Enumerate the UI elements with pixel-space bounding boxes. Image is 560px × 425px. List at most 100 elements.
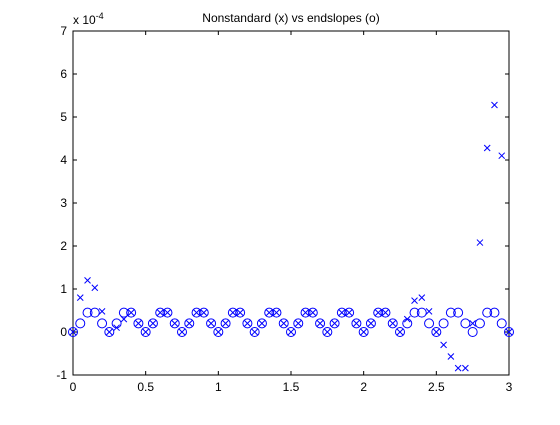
- x-marker: [127, 309, 135, 317]
- circle-marker: [235, 307, 246, 318]
- x-marker: [193, 309, 200, 317]
- x-marker-stroke: [156, 309, 164, 317]
- circle-marker: [431, 327, 442, 337]
- x-marker-stroke: [258, 320, 266, 327]
- circle-marker: [271, 307, 282, 318]
- exponent-base: x 10: [73, 13, 96, 27]
- x-marker-stroke: [367, 320, 375, 327]
- circle-marker: [496, 318, 507, 329]
- x-marker: [331, 320, 338, 327]
- y-tick-label: 7: [60, 24, 67, 38]
- x-marker: [84, 277, 91, 284]
- x-marker-stroke: [498, 152, 506, 160]
- x-marker-stroke: [491, 101, 498, 109]
- x-marker-stroke: [193, 309, 200, 317]
- circle-marker: [329, 318, 340, 329]
- x-marker: [418, 294, 426, 301]
- circle-marker: [220, 318, 231, 329]
- circle-marker: [438, 318, 449, 329]
- circle-marker: [351, 318, 362, 329]
- x-marker: [476, 239, 484, 246]
- x-marker-stroke: [98, 308, 106, 315]
- circle-marker: [402, 318, 413, 329]
- circle-marker: [68, 327, 78, 337]
- x-marker: [382, 309, 389, 317]
- x-marker: [360, 328, 368, 336]
- x-marker: [149, 320, 157, 327]
- circle-marker: [460, 318, 471, 329]
- circle-marker: [133, 318, 144, 329]
- circle-marker: [336, 307, 347, 318]
- data-markers: [68, 101, 514, 372]
- x-marker: [91, 284, 99, 292]
- circle-marker: [97, 318, 108, 329]
- x-marker: [505, 328, 513, 336]
- x-marker-stroke: [462, 364, 469, 372]
- x-marker-stroke: [396, 328, 404, 336]
- x-marker-stroke: [360, 328, 368, 336]
- x-marker-stroke: [316, 320, 324, 327]
- circle-marker: [264, 307, 275, 318]
- circle-marker: [104, 327, 115, 337]
- circle-marker: [118, 307, 129, 318]
- x-marker-stroke: [338, 309, 346, 317]
- circle-marker: [315, 318, 326, 329]
- circle-marker: [373, 307, 384, 318]
- x-marker-stroke: [432, 328, 440, 336]
- x-tick-label: 2: [360, 380, 367, 394]
- x-marker-stroke: [185, 320, 193, 327]
- x-marker: [207, 320, 215, 327]
- x-marker: [280, 320, 288, 327]
- x-marker: [411, 297, 418, 304]
- x-marker-stroke: [135, 320, 142, 327]
- circle-marker: [155, 307, 166, 318]
- circle-marker: [424, 318, 435, 329]
- x-marker-stroke: [251, 328, 259, 336]
- x-tick-label: 3: [506, 380, 513, 394]
- x-marker: [185, 320, 193, 327]
- y-tick-label: 0: [60, 325, 67, 339]
- y-tick-label: -1: [56, 368, 67, 382]
- x-tick-label: 1: [215, 380, 222, 394]
- x-marker: [135, 320, 142, 327]
- x-marker: [323, 328, 331, 336]
- x-marker-stroke: [149, 320, 157, 327]
- x-marker-stroke: [411, 297, 418, 304]
- x-marker-stroke: [345, 309, 353, 317]
- y-tick-label: 3: [60, 196, 67, 210]
- circle-marker: [198, 307, 209, 318]
- circle-marker: [387, 318, 398, 329]
- x-marker-stroke: [178, 328, 186, 336]
- circle-marker: [184, 318, 195, 329]
- y-tick-label: 4: [60, 153, 67, 167]
- x-marker-stroke: [142, 328, 150, 336]
- x-marker-stroke: [222, 320, 229, 327]
- circle-marker: [453, 307, 464, 318]
- svg-text:x 10-4: x 10-4: [73, 11, 104, 27]
- x-marker: [178, 328, 186, 336]
- y-tick-label: 1: [60, 282, 67, 296]
- x-marker: [491, 101, 498, 109]
- x-marker: [462, 364, 469, 372]
- x-marker-stroke: [244, 320, 251, 327]
- x-marker-stroke: [273, 309, 280, 317]
- x-marker: [265, 309, 273, 317]
- circle-marker: [227, 307, 238, 318]
- circle-marker: [249, 327, 260, 337]
- circle-marker: [286, 327, 296, 337]
- x-marker-stroke: [171, 320, 179, 327]
- x-marker: [200, 309, 208, 317]
- x-marker: [389, 320, 397, 327]
- circle-marker: [489, 307, 500, 318]
- x-marker: [171, 320, 179, 327]
- circle-marker: [191, 307, 202, 318]
- x-marker-stroke: [76, 294, 84, 301]
- x-marker-stroke: [425, 308, 433, 315]
- x-marker-stroke: [440, 341, 447, 349]
- circle-marker: [293, 318, 304, 329]
- exponent-power: -4: [96, 11, 104, 21]
- x-marker-stroke: [447, 353, 455, 360]
- x-marker: [367, 320, 375, 327]
